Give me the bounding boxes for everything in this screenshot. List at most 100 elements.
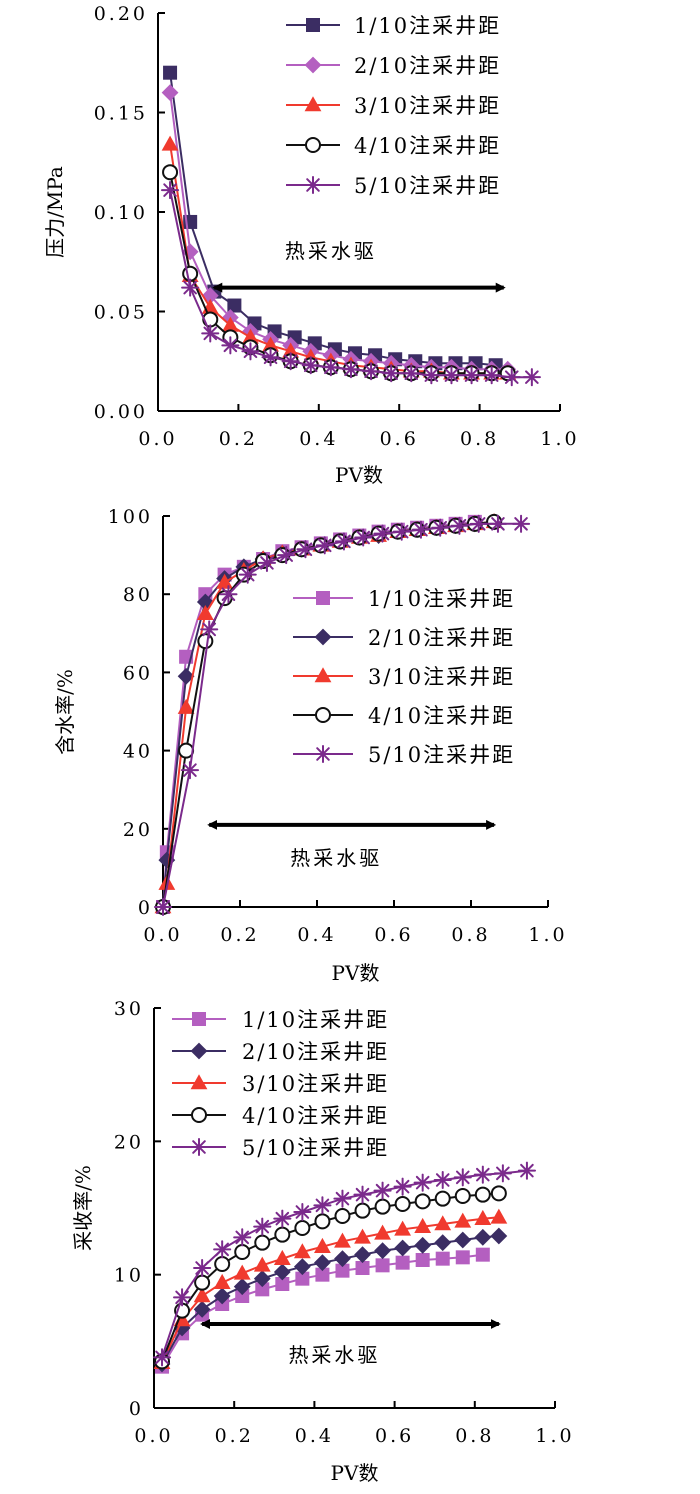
x-tick-label: 0.0 (138, 428, 177, 450)
chart-panel-1: 0.00 0.05 0.10 0.15 0.20 0.0 0.2 0.4 0.6 0.8 1.0 PV… (43, 3, 577, 487)
data-point (200, 620, 219, 639)
x-tick-label: 0.8 (455, 1425, 494, 1447)
data-point (321, 358, 340, 377)
data-point (411, 520, 430, 539)
legend-label: 1/10注采井距 (368, 587, 515, 611)
data-point (373, 524, 392, 543)
y-tick-label: 0 (129, 1398, 144, 1420)
y-tick-label: 0.00 (94, 401, 148, 423)
data-point (221, 316, 239, 332)
data-point (392, 522, 411, 541)
legend-marker (191, 1107, 207, 1123)
y-tick-label: 100 (108, 506, 153, 528)
chart-panel-2: 0 20 40 60 80 100 0.0 0.2 0.4 0.6 0.8 1.0 PV数 含水率/% 1/… (53, 506, 565, 985)
data-point (454, 1188, 471, 1204)
legend-marker (190, 1074, 208, 1090)
series-5 (152, 1161, 536, 1367)
data-point (201, 324, 220, 343)
y-tick-label: 20 (114, 1131, 144, 1153)
legend: 1/10注采井距 2/10注采井距 3/10注采井距 4/10注采井距 5/10注采井距 (172, 1008, 389, 1160)
data-point (394, 1220, 412, 1236)
legend-label: 2/10注采井距 (354, 54, 501, 78)
legend: 1/10注采井距 2/10注采井距 3/10注采井距 4/10注采井距 5/10注采井距 (293, 587, 515, 767)
data-point (275, 1277, 290, 1291)
series-5 (153, 514, 531, 917)
data-point (395, 1255, 410, 1270)
data-point (193, 1300, 211, 1318)
data-point (334, 532, 353, 551)
data-point (181, 278, 200, 297)
data-point (173, 1288, 192, 1307)
legend-item: 5/10注采井距 (293, 743, 513, 767)
data-point (253, 1217, 272, 1236)
data-point (193, 1287, 211, 1303)
data-point (161, 84, 179, 101)
legend-item: 3/10注采井距 (172, 1072, 389, 1096)
legend-item: 1/10注采井距 (286, 14, 499, 38)
legend-marker (316, 591, 330, 605)
data-point (293, 1202, 312, 1222)
y-tick-label: 60 (123, 662, 153, 684)
y-tick-label: 0.15 (94, 103, 148, 125)
legend-item: 4/10注采井距 (286, 134, 501, 158)
annotation-label: 热采水驱 (288, 1343, 380, 1367)
data-point (435, 1251, 450, 1266)
x-tick-label: 0.0 (143, 924, 182, 946)
annotation-label: 热采水驱 (290, 846, 382, 870)
y-tick-label: 0.05 (94, 302, 148, 324)
data-point (277, 546, 296, 565)
data-point (374, 1224, 391, 1240)
data-point (234, 1244, 251, 1260)
data-point (442, 366, 461, 385)
x-tick-label: 0.4 (297, 924, 336, 946)
data-point (422, 366, 441, 385)
data-point (394, 1196, 411, 1212)
data-point (296, 540, 315, 559)
data-point (393, 1177, 412, 1196)
y-tick-label: 0.10 (94, 202, 148, 224)
data-point (333, 1189, 352, 1208)
data-point (453, 1168, 472, 1187)
data-point (255, 1282, 270, 1297)
data-point (362, 362, 381, 381)
data-point (233, 1278, 251, 1296)
data-point (219, 585, 238, 604)
data-point (213, 1287, 231, 1305)
legend-label: 4/10注采井距 (368, 704, 515, 728)
x-tick-label: 0.8 (451, 924, 490, 946)
data-point (152, 1348, 172, 1367)
data-point (454, 1212, 472, 1228)
legend-label: 3/10注采井距 (242, 1072, 389, 1096)
data-point (242, 328, 259, 344)
data-point (295, 1271, 310, 1286)
legend-marker (190, 1042, 208, 1060)
data-point (334, 1232, 351, 1248)
data-point (413, 1173, 432, 1192)
legend-marker (314, 667, 332, 683)
data-point (414, 1193, 431, 1210)
data-point (382, 364, 401, 383)
legend-label: 4/10注采井距 (354, 134, 501, 158)
data-point (235, 1289, 250, 1303)
data-point (163, 65, 178, 80)
y-tick-label: 10 (114, 1265, 144, 1287)
x-tick-label: 0.4 (295, 1425, 334, 1447)
data-point (315, 536, 334, 555)
data-point (450, 516, 469, 535)
data-point (161, 135, 179, 151)
legend-label: 3/10注采井距 (354, 94, 501, 118)
data-point (502, 368, 521, 387)
data-point (482, 366, 501, 385)
data-point (490, 1227, 508, 1245)
y-axis-label: 压力/MPa (43, 166, 67, 258)
data-point (314, 1213, 331, 1230)
data-point (355, 1261, 370, 1275)
data-point (354, 1202, 371, 1219)
data-point (474, 1186, 491, 1203)
data-point (374, 1242, 391, 1260)
data-point (341, 360, 361, 379)
data-point (415, 1253, 430, 1267)
data-point (353, 1185, 372, 1204)
data-point (193, 1258, 212, 1278)
